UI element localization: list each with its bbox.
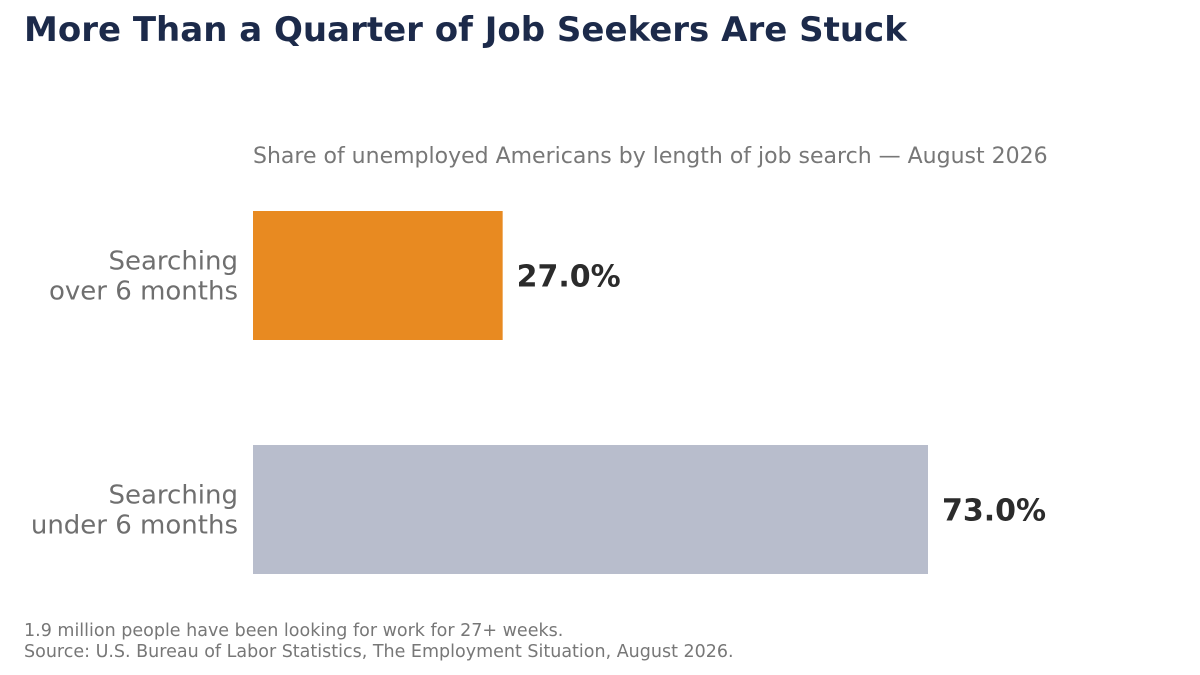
- chart-footer: 1.9 million people have been looking for…: [24, 621, 734, 663]
- value-label-1: 27.0%: [517, 260, 621, 295]
- chart-title: More Than a Quarter of Job Seekers Are S…: [24, 10, 907, 50]
- category-label-1-line-2: over 6 months: [49, 277, 238, 307]
- bar-2: [253, 445, 928, 574]
- value-label-2: 73.0%: [942, 494, 1046, 529]
- category-label-1-line-1: Searching: [108, 247, 238, 277]
- footer-source: Source: U.S. Bureau of Labor Statistics,…: [24, 642, 734, 662]
- category-label-2-line-2: under 6 months: [31, 511, 238, 541]
- bar-1: [253, 211, 503, 340]
- category-label-2-line-1: Searching: [108, 481, 238, 511]
- chart-subtitle: Share of unemployed Americans by length …: [253, 144, 1048, 169]
- footer-note: 1.9 million people have been looking for…: [24, 621, 564, 641]
